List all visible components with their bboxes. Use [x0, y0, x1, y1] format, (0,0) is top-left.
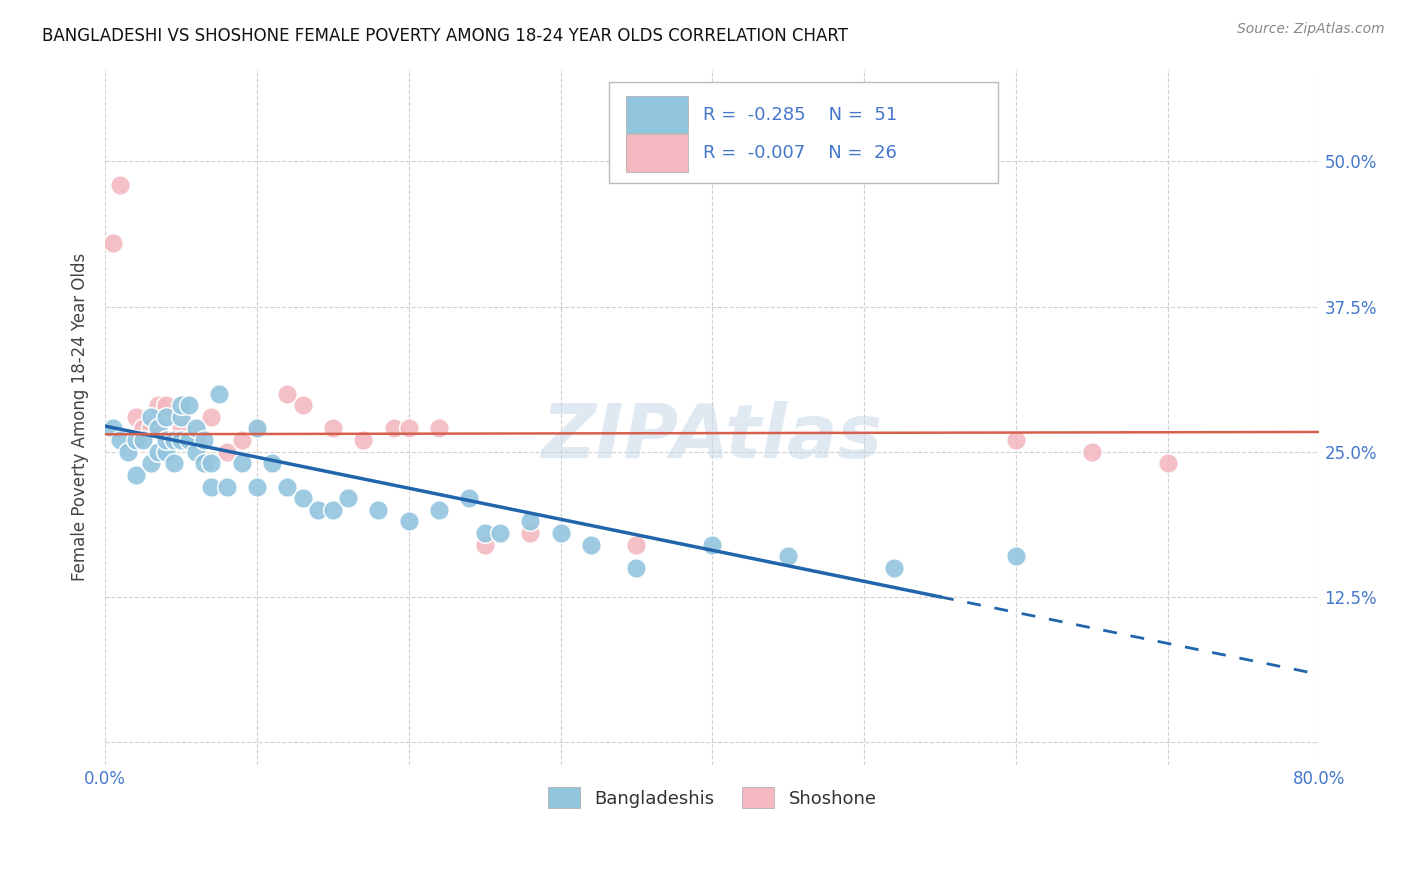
Point — [246, 421, 269, 435]
Point — [579, 538, 602, 552]
Point — [322, 502, 344, 516]
Point — [427, 421, 450, 435]
Point — [246, 421, 269, 435]
Point — [162, 433, 184, 447]
Point — [193, 456, 215, 470]
Legend: Bangladeshis, Shoshone: Bangladeshis, Shoshone — [540, 780, 884, 815]
Point — [162, 456, 184, 470]
Point — [200, 479, 222, 493]
Point — [231, 433, 253, 447]
Point — [519, 514, 541, 528]
Point — [519, 526, 541, 541]
Text: Source: ZipAtlas.com: Source: ZipAtlas.com — [1237, 22, 1385, 37]
Point — [1005, 549, 1028, 564]
Point — [101, 235, 124, 250]
Point — [124, 467, 146, 482]
Text: R =  -0.007    N =  26: R = -0.007 N = 26 — [703, 144, 897, 161]
Point — [110, 178, 132, 192]
Point — [262, 456, 284, 470]
Y-axis label: Female Poverty Among 18-24 Year Olds: Female Poverty Among 18-24 Year Olds — [72, 252, 89, 581]
Point — [1081, 444, 1104, 458]
Point — [155, 409, 177, 424]
Point — [367, 502, 389, 516]
Point — [139, 421, 162, 435]
Point — [626, 561, 648, 575]
Point — [132, 421, 155, 435]
Point — [139, 409, 162, 424]
Point — [148, 444, 170, 458]
Point — [215, 479, 238, 493]
Point — [200, 409, 222, 424]
Point — [139, 456, 162, 470]
Point — [883, 561, 905, 575]
Text: BANGLADESHI VS SHOSHONE FEMALE POVERTY AMONG 18-24 YEAR OLDS CORRELATION CHART: BANGLADESHI VS SHOSHONE FEMALE POVERTY A… — [42, 27, 848, 45]
Point — [155, 444, 177, 458]
Point — [322, 421, 344, 435]
Point — [352, 433, 374, 447]
Point — [186, 444, 208, 458]
Point — [124, 409, 146, 424]
Point — [231, 456, 253, 470]
Point — [132, 433, 155, 447]
Point — [155, 398, 177, 412]
Point — [101, 421, 124, 435]
Point — [177, 433, 200, 447]
FancyBboxPatch shape — [609, 82, 998, 184]
Point — [626, 538, 648, 552]
Point — [117, 444, 139, 458]
Point — [246, 479, 269, 493]
Point — [110, 433, 132, 447]
Text: R =  -0.285    N =  51: R = -0.285 N = 51 — [703, 105, 897, 123]
Point — [458, 491, 481, 505]
Point — [170, 433, 193, 447]
FancyBboxPatch shape — [626, 134, 688, 171]
Point — [170, 398, 193, 412]
Point — [474, 526, 496, 541]
Point — [186, 433, 208, 447]
Point — [427, 502, 450, 516]
Point — [1156, 456, 1178, 470]
Point — [474, 538, 496, 552]
Point — [124, 433, 146, 447]
Point — [186, 421, 208, 435]
Point — [177, 398, 200, 412]
Point — [550, 526, 572, 541]
Text: ZIPAtlas: ZIPAtlas — [541, 401, 883, 475]
Point — [148, 421, 170, 435]
Point — [208, 386, 231, 401]
Point — [1005, 433, 1028, 447]
Point — [702, 538, 724, 552]
Point — [307, 502, 329, 516]
Point — [337, 491, 360, 505]
Point — [215, 444, 238, 458]
Point — [148, 398, 170, 412]
Point — [155, 433, 177, 447]
Point — [291, 491, 314, 505]
Point — [170, 421, 193, 435]
Point — [193, 433, 215, 447]
Point — [291, 398, 314, 412]
Point — [382, 421, 405, 435]
Point — [170, 409, 193, 424]
Point — [489, 526, 512, 541]
Point — [398, 514, 420, 528]
FancyBboxPatch shape — [626, 95, 688, 133]
Point — [778, 549, 800, 564]
Point — [276, 386, 298, 401]
Point — [276, 479, 298, 493]
Point — [200, 456, 222, 470]
Point — [398, 421, 420, 435]
